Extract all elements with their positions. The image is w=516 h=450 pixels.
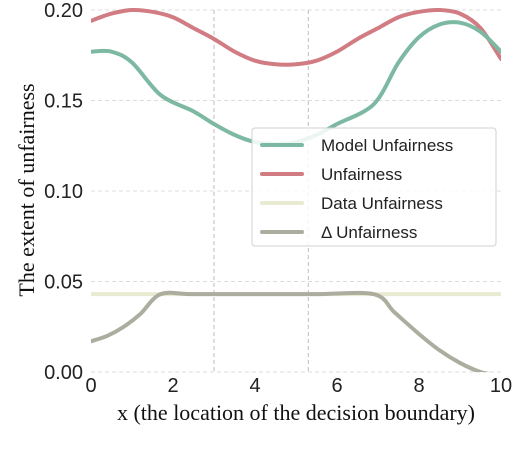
legend-entry-1: Unfairness: [321, 165, 402, 184]
x-axis-title: x (the location of the decision boundary…: [117, 400, 475, 425]
x-tick-label-2: 4: [249, 375, 260, 397]
y-tick-label-1: 0.05: [44, 272, 83, 294]
legend-entry-3: Δ Unfairness: [321, 223, 417, 242]
x-tick-label-3: 6: [331, 375, 342, 397]
legend-entry-0: Model Unfairness: [321, 136, 453, 155]
y-tick-label-3: 0.15: [44, 91, 83, 113]
legend-entry-2: Data Unfairness: [321, 194, 443, 213]
y-tick-label-0: 0.00: [44, 362, 83, 384]
legend: Model Unfairness Unfairness Data Unfairnes…: [251, 127, 497, 247]
vertical-reference-lines: [213, 10, 309, 372]
x-tick-label-4: 8: [413, 375, 424, 397]
y-axis-title: The extent of unfairness: [14, 83, 39, 296]
x-tick-label-1: 2: [167, 375, 178, 397]
series-line-model-unfairness: [91, 20, 501, 146]
series-line-unfairness: [91, 290, 490, 372]
y-tick-label-4: 0.20: [44, 0, 83, 22]
tick-labels: 0 2 4 6 8 10 0.00 0.05 0.10 0.15 0.20: [44, 0, 512, 397]
series-line-unfairness: [91, 7, 501, 67]
x-tick-label-0: 0: [85, 375, 96, 397]
x-tick-label-5: 10: [490, 375, 512, 397]
y-tick-label-2: 0.10: [44, 181, 83, 203]
legend-box: [251, 127, 497, 247]
